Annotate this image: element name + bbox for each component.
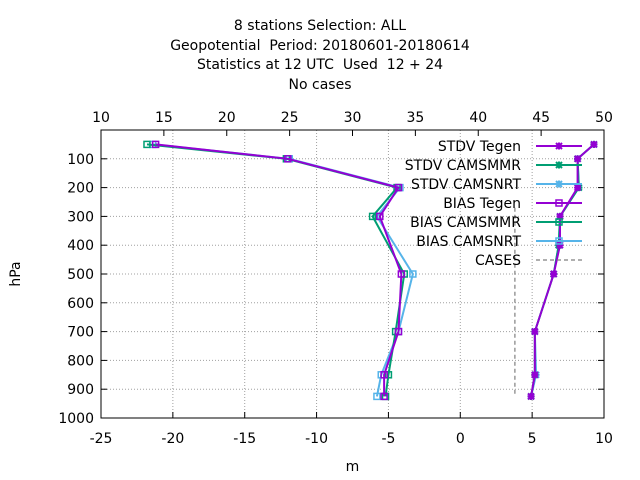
data-point <box>573 183 582 192</box>
series-line <box>530 143 595 397</box>
legend-marker <box>555 199 563 207</box>
data-point <box>376 212 384 221</box>
series-line <box>530 143 595 397</box>
title-line-3: Statistics at 12 UTC Used 12 + 24 <box>196 57 444 73</box>
tick-label-x-bottom: -15 <box>233 431 256 447</box>
y-axis-label: hPa <box>8 261 24 286</box>
series-line <box>155 143 403 397</box>
legend-marker <box>555 218 563 226</box>
grid <box>101 130 604 418</box>
data-point <box>384 371 393 379</box>
tick-label-x-bottom: -25 <box>90 431 113 447</box>
tick-label-x-bottom: 0 <box>456 431 465 447</box>
x-axis-label: m <box>346 459 360 475</box>
axes: -25 -20 -15 -10 -5 0 5 10 10 15 20 25 30 35 40 45 50 100 2… <box>8 110 613 475</box>
tick-label-x-top: 10 <box>92 110 110 126</box>
data-point <box>151 140 160 149</box>
data-point <box>394 183 403 192</box>
tick-label-x-bottom: 5 <box>528 431 537 447</box>
series-bias-camsnrt <box>148 140 417 401</box>
legend-entry: CASES <box>475 253 582 269</box>
title-line-4: No cases <box>288 77 352 93</box>
series-line <box>146 143 406 397</box>
data-point <box>549 270 558 278</box>
tick-label-x-bottom: -5 <box>381 431 395 447</box>
title-line-1: 8 stations Selection: ALL <box>233 18 407 34</box>
data-point <box>573 155 582 163</box>
data-point <box>409 270 417 278</box>
data-point <box>143 140 151 149</box>
legend-label: BIAS Tegen <box>443 196 521 212</box>
tick-label-x-top: 15 <box>155 110 173 126</box>
legend-label: STDV CAMSMMR <box>405 158 521 174</box>
tick-label-y: 1000 <box>58 411 94 427</box>
legend-entry: STDV CAMSNRT <box>411 177 582 193</box>
title-line-2: Geopotential Period: 20180601-20180614 <box>170 38 470 54</box>
data-point <box>527 392 535 401</box>
tick-label-y: 100 <box>67 152 94 168</box>
series-bias-tegen <box>151 140 406 401</box>
series-line <box>530 143 595 397</box>
data-point <box>368 212 377 221</box>
tick-label-x-top: 20 <box>218 110 236 126</box>
data-point <box>284 155 292 163</box>
tick-label-x-top: 25 <box>281 110 299 126</box>
legend: STDV Tegen STDV CAMSMMR STDV CAMSNRT BIAS T… <box>405 139 582 269</box>
legend-entry: STDV Tegen <box>438 139 582 155</box>
legend-label: BIAS CAMSMMR <box>410 215 521 231</box>
tick-label-x-top: 40 <box>469 110 487 126</box>
tick-label-y: 400 <box>67 238 94 254</box>
data-point <box>380 392 388 401</box>
legend-marker <box>555 161 563 169</box>
tick-label-x-bottom: -20 <box>161 431 184 447</box>
tick-label-x-top: 45 <box>532 110 550 126</box>
data-point <box>531 327 539 336</box>
legend-entry: BIAS CAMSMMR <box>410 215 582 231</box>
tick-label-y: 500 <box>67 267 94 283</box>
data-point <box>590 140 598 149</box>
legend-marker <box>555 180 563 188</box>
tick-label-y: 300 <box>67 209 94 225</box>
legend-label: CASES <box>475 253 521 269</box>
data-point <box>531 371 539 379</box>
tick-label-y: 600 <box>67 296 94 312</box>
data-point <box>373 392 381 401</box>
legend-entry: STDV CAMSMMR <box>405 158 582 174</box>
tick-label-x-top: 35 <box>406 110 424 126</box>
tick-label-x-bottom: 10 <box>595 431 613 447</box>
legend-entry: BIAS CAMSNRT <box>416 234 582 250</box>
data-point <box>394 327 403 336</box>
legend-marker <box>555 237 563 245</box>
tick-label-y: 200 <box>67 181 94 197</box>
series-layer <box>143 140 598 401</box>
tick-label-x-top: 30 <box>344 110 362 126</box>
legend-entry: BIAS Tegen <box>443 196 582 212</box>
data-point <box>380 371 388 379</box>
data-point <box>397 270 406 278</box>
tick-label-x-top: 50 <box>595 110 613 126</box>
legend-label: STDV Tegen <box>438 139 521 155</box>
legend-label: BIAS CAMSNRT <box>416 234 521 250</box>
tick-label-y: 800 <box>67 353 94 369</box>
series-stdv-camsmmr <box>527 140 598 401</box>
tick-label-y: 700 <box>67 325 94 341</box>
legend-label: STDV CAMSNRT <box>411 177 522 193</box>
tick-label-y: 900 <box>67 382 94 398</box>
series-stdv-tegen <box>527 140 598 401</box>
series-stdv-camsnrt <box>527 140 598 401</box>
legend-marker <box>555 142 563 150</box>
tick-label-x-bottom: -10 <box>305 431 328 447</box>
